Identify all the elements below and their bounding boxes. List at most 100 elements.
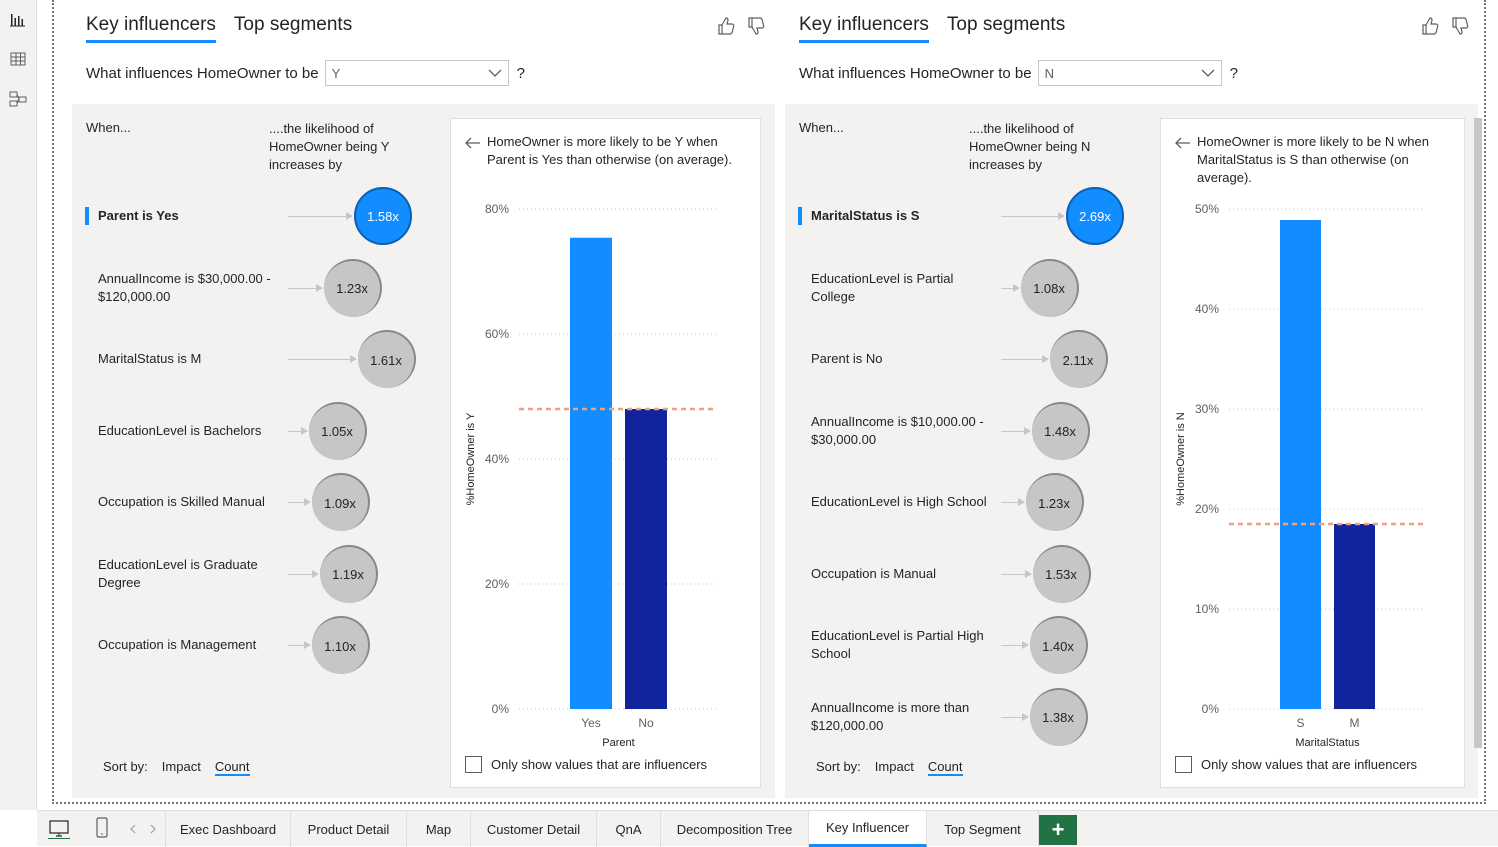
y-tick-label: 50%	[1195, 202, 1219, 216]
scroll-left-icon[interactable]	[129, 824, 137, 834]
arrow-icon	[288, 426, 308, 435]
thumbs-down-icon[interactable]	[746, 16, 766, 36]
thumbs-up-icon[interactable]	[1420, 16, 1440, 36]
tab-top-segments[interactable]: Top segments	[946, 14, 1066, 35]
model-view-icon[interactable]	[8, 89, 28, 109]
influencer-row[interactable]: EducationLevel is Partial High School 1.4…	[785, 615, 1155, 675]
influencer-row[interactable]: Occupation is Management 1.10x	[72, 615, 442, 675]
panel-scrollbar[interactable]	[1474, 118, 1482, 748]
influencer-chart: HomeOwner is more likely to be N when Ma…	[1160, 118, 1465, 788]
scroll-right-icon[interactable]	[149, 824, 157, 834]
bar-yes	[570, 237, 612, 709]
question-mark: ?	[516, 64, 525, 82]
impact-bubble[interactable]: 1.38x	[1030, 687, 1088, 746]
arrow-icon	[1001, 355, 1049, 363]
influencer-label: MaritalStatus is M	[98, 351, 202, 366]
impact-bubble[interactable]: 2.11x	[1050, 330, 1108, 388]
page-tab[interactable]: Key Influencer	[809, 811, 927, 847]
page-tab[interactable]: Decomposition Tree	[661, 811, 809, 847]
arrow-icon	[288, 641, 311, 649]
add-page-button[interactable]: +	[1039, 815, 1077, 845]
impact-bubble[interactable]: 1.53x	[1033, 544, 1091, 603]
bar-chart: 0% 10% 20% 30% 40% 50% %HomeOwner is N S M Marita…	[1175, 202, 1425, 749]
influencer-label: AnnualIncome is $10,000.00 - $30,000.00	[811, 413, 984, 447]
influencer-row[interactable]: AnnualIncome is more than $120,000.00 1.3…	[785, 687, 1155, 747]
back-arrow-icon[interactable]	[1175, 137, 1191, 149]
y-tick-label: 0%	[1202, 702, 1220, 716]
influencer-row[interactable]: AnnualIncome is $30,000.00 - $120,000.00…	[72, 258, 442, 318]
page-tab[interactable]: Top Segment	[927, 811, 1039, 847]
page-tab[interactable]: Exec Dashboard	[165, 811, 291, 847]
target-value-dropdown[interactable]: Y	[324, 60, 509, 86]
likelihood-header: ....the likelihood of HomeOwner being N …	[969, 121, 1091, 172]
influencer-row[interactable]: MaritalStatus is S 2.69x	[785, 186, 1155, 246]
influencer-row[interactable]: Parent is No 2.11x	[785, 329, 1155, 389]
influencer-row[interactable]: Parent is Yes 1.58x	[72, 186, 442, 246]
impact-bubble[interactable]: 1.10x	[312, 616, 370, 674]
arrow-icon	[1001, 569, 1032, 578]
selected-indicator	[798, 207, 802, 225]
checkbox[interactable]	[1175, 756, 1192, 773]
page-tab[interactable]: Product Detail	[291, 811, 407, 847]
target-value-dropdown[interactable]: N	[1037, 60, 1222, 86]
sort-impact[interactable]: Impact	[874, 759, 914, 774]
thumbs-down-icon[interactable]	[1450, 16, 1470, 36]
sort-label: Sort by:	[816, 759, 861, 774]
page-tab[interactable]: QnA	[597, 811, 661, 847]
impact-bubble[interactable]: 1.05x	[309, 401, 367, 460]
sort-impact[interactable]: Impact	[161, 759, 201, 774]
impact-bubble[interactable]: 1.19x	[320, 544, 378, 603]
influencer-row[interactable]: EducationLevel is High School 1.23x	[785, 472, 1155, 532]
thumbs-up-icon[interactable]	[716, 16, 736, 36]
page-tab[interactable]: Customer Detail	[471, 811, 597, 847]
bar-no	[625, 409, 667, 709]
impact-bubble[interactable]: 1.09x	[312, 473, 370, 531]
impact-bubble[interactable]: 1.23x	[1026, 473, 1084, 531]
influencer-row[interactable]: AnnualIncome is $10,000.00 - $30,000.00 1…	[785, 401, 1155, 461]
influencer-row[interactable]: EducationLevel is Graduate Degree 1.19x	[72, 544, 442, 604]
mobile-layout-icon[interactable]	[95, 817, 109, 839]
influencer-label: Parent is No	[811, 351, 883, 366]
tab-key-influencers[interactable]: Key influencers	[799, 14, 929, 43]
report-view-icon[interactable]	[8, 10, 28, 30]
influencer-label: EducationLevel is Partial High School	[811, 628, 984, 661]
influencer-row[interactable]: Occupation is Skilled Manual 1.09x	[72, 472, 442, 532]
arrow-icon	[1001, 498, 1025, 506]
back-arrow-icon[interactable]	[465, 137, 481, 149]
influencers-only-toggle[interactable]: Only show values that are influencers	[465, 756, 707, 773]
influencer-row[interactable]: MaritalStatus is M 1.61x	[72, 329, 442, 389]
impact-bubble[interactable]: 1.58x	[354, 187, 412, 245]
influencer-row[interactable]: Occupation is Manual 1.53x	[785, 544, 1155, 604]
view-switcher-rail	[0, 0, 37, 810]
influencer-row[interactable]: EducationLevel is Bachelors 1.05x	[72, 401, 442, 461]
checkbox-label: Only show values that are influencers	[491, 757, 708, 772]
impact-bubble[interactable]: 2.69x	[1066, 187, 1124, 245]
x-tick-label: Yes	[581, 716, 601, 730]
y-tick-label: 80%	[485, 202, 509, 216]
impact-bubble[interactable]: 1.48x	[1032, 401, 1090, 460]
arrow-icon	[288, 212, 353, 220]
data-view-icon[interactable]	[8, 49, 28, 69]
y-tick-label: 60%	[485, 327, 509, 341]
impact-bubble[interactable]: 1.61x	[358, 330, 416, 388]
influencer-label: EducationLevel is Graduate Degree	[98, 556, 258, 590]
influencers-only-toggle[interactable]: Only show values that are influencers	[1175, 756, 1417, 773]
impact-bubble[interactable]: 1.40x	[1030, 616, 1088, 674]
tab-top-segments[interactable]: Top segments	[233, 14, 353, 35]
when-header: When...	[799, 120, 844, 135]
bar-s	[1280, 220, 1321, 709]
bar-m	[1334, 524, 1375, 709]
sort-count[interactable]: Count	[214, 759, 250, 776]
x-tick-label: No	[638, 716, 654, 730]
page-tab[interactable]: Map	[407, 811, 471, 847]
y-tick-label: 20%	[1195, 502, 1219, 516]
key-influencers-visual-2: Key influencers Top segments What influe…	[783, 0, 1486, 800]
impact-bubble[interactable]: 1.23x	[324, 258, 382, 317]
influencer-row[interactable]: EducationLevel is Partial College 1.08x	[785, 258, 1155, 318]
tab-key-influencers[interactable]: Key influencers	[86, 14, 216, 43]
checkbox[interactable]	[465, 756, 482, 773]
impact-bubble[interactable]: 1.08x	[1021, 258, 1079, 317]
sort-count[interactable]: Count	[927, 759, 963, 776]
desktop-layout-icon[interactable]	[48, 819, 70, 839]
y-tick-label: 0%	[492, 702, 510, 716]
